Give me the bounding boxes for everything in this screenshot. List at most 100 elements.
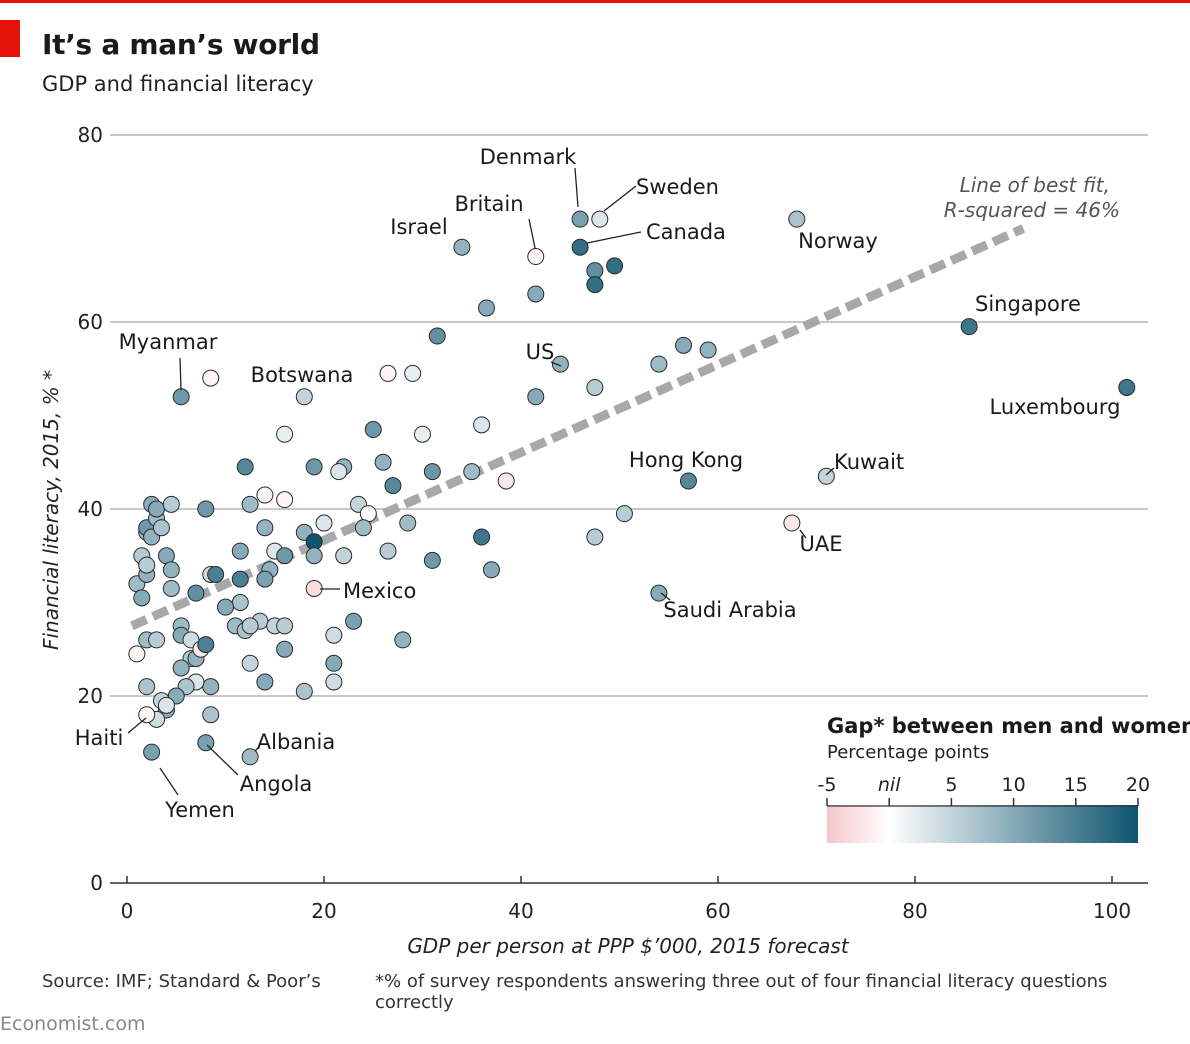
label-luxembourg: Luxembourg [990, 395, 1121, 419]
data-point [276, 425, 294, 443]
legend: Gap* between men and women Percentage po… [818, 714, 1190, 843]
data-point [276, 640, 294, 658]
data-point [586, 528, 604, 546]
data-point [305, 547, 323, 565]
data-point-botswana [295, 388, 313, 406]
data-point [305, 458, 323, 476]
footnote: *% of survey respondents answering three… [375, 971, 1108, 1013]
label-israel: Israel [390, 215, 447, 239]
data-point-saudi-arabia [650, 584, 668, 602]
data-point-myanmar [172, 388, 190, 406]
data-point [202, 678, 220, 696]
y-tick-label: 40 [78, 497, 103, 521]
data-point [364, 421, 382, 439]
data-point [478, 299, 496, 317]
label-norway: Norway [798, 229, 878, 253]
data-point [256, 570, 274, 588]
leader-sweden [603, 185, 637, 212]
data-point [187, 584, 205, 602]
x-tick-label: 80 [902, 899, 927, 923]
data-point [128, 645, 146, 663]
label-layer: Denmark Sweden Canada Britain Israel Norway Si… [75, 145, 1121, 822]
y-tick-label: 80 [78, 123, 103, 147]
data-point-norway [788, 210, 806, 228]
data-point-angola [197, 734, 215, 752]
fit-label-line1: Line of best fit, [960, 173, 1110, 197]
data-point [423, 551, 441, 569]
brand-wordmark: Economist.com [0, 1013, 146, 1035]
data-point [399, 514, 417, 532]
data-point-haiti [138, 706, 156, 724]
data-point [354, 519, 372, 537]
fit-label-line2: R-squared = 46% [944, 198, 1120, 222]
data-point-us [551, 355, 569, 373]
label-canada: Canada [646, 220, 726, 244]
data-point [295, 682, 313, 700]
data-point-sweden [591, 210, 609, 228]
data-point [335, 547, 353, 565]
label-botswana: Botswana [251, 363, 354, 387]
leader-britain [528, 218, 536, 249]
data-point [345, 612, 363, 630]
data-point [675, 336, 693, 354]
leader-us [550, 361, 562, 367]
label-kuwait: Kuwait [834, 450, 904, 474]
data-point [162, 579, 180, 597]
leader-denmark [574, 167, 579, 208]
data-point [231, 570, 249, 588]
data-point [162, 561, 180, 579]
data-point-singapore [960, 318, 978, 336]
data-point [236, 458, 254, 476]
label-denmark: Denmark [480, 145, 577, 169]
label-angola: Angola [240, 772, 313, 796]
legend-tick-label: nil [878, 774, 901, 796]
data-point [315, 514, 333, 532]
axis-layer: 0 20 40 60 80 0 20 40 60 80 100 GDP per person at P… [39, 123, 1148, 958]
data-point [217, 598, 234, 616]
data-point [330, 463, 348, 481]
data-point [276, 547, 294, 565]
data-point [379, 542, 397, 560]
chart-title: It’s a man’s world [42, 28, 320, 61]
leader-haiti [127, 717, 147, 734]
data-point [379, 364, 397, 382]
data-point [133, 589, 151, 607]
x-tick-label: 0 [121, 899, 134, 923]
label-hong-kong: Hong Kong [629, 448, 743, 472]
x-tick-label: 100 [1093, 899, 1131, 923]
data-point-denmark [571, 210, 589, 228]
data-point-luxembourg [1118, 378, 1136, 396]
source-note: Source: IMF; Standard & Poor’s [42, 971, 321, 992]
data-point [482, 561, 500, 579]
data-point [473, 416, 491, 434]
label-us: US [526, 340, 555, 364]
leader-canada [586, 231, 642, 244]
data-point [276, 491, 294, 509]
data-point [325, 654, 343, 672]
data-point [231, 594, 249, 611]
data-point [231, 542, 249, 560]
legend-gradient-bar [827, 805, 1138, 843]
data-point [197, 500, 215, 518]
data-point [527, 285, 545, 303]
data-point-israel [453, 238, 471, 256]
data-point [172, 659, 190, 677]
label-albania: Albania [257, 730, 335, 754]
data-point [384, 477, 402, 495]
data-point [256, 519, 274, 537]
leader-uae [799, 529, 807, 539]
data-point-uae [783, 514, 801, 532]
leader-saudi-arabia [660, 592, 671, 601]
data-point [325, 626, 343, 644]
data-point [138, 556, 156, 574]
x-tick-label: 40 [508, 899, 533, 923]
leader-myanmar [179, 357, 182, 391]
data-point [423, 463, 441, 481]
legend-tick-label: 15 [1064, 774, 1088, 796]
label-singapore: Singapore [975, 292, 1081, 316]
data-point [138, 678, 156, 696]
chart-subtitle: GDP and financial literacy [42, 72, 314, 96]
data-point [241, 495, 259, 513]
data-point [325, 673, 343, 691]
data-point [162, 495, 180, 513]
